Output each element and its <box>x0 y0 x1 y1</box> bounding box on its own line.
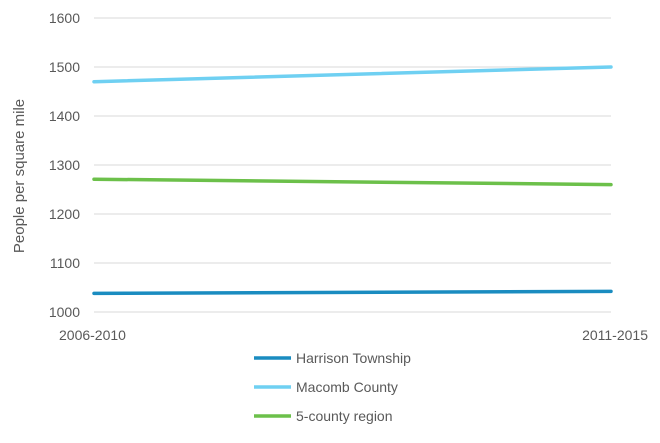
x-tick-labels: 2006-2010 2011-2015 <box>59 327 648 343</box>
y-tick-label: 1000 <box>49 304 80 320</box>
y-tick-label: 1200 <box>49 206 80 222</box>
x-tick-label: 2011-2015 <box>582 327 648 343</box>
x-tick-label: 2006-2010 <box>59 327 126 343</box>
y-tick-label: 1100 <box>50 255 80 271</box>
legend-item: Harrison Township <box>254 350 411 366</box>
legend-label: Macomb County <box>296 379 398 395</box>
legend-label: 5-county region <box>296 408 393 424</box>
gridlines <box>94 17 611 313</box>
y-tick-label: 1400 <box>49 108 80 124</box>
series-line-5-county-region <box>92 177 613 187</box>
series-lines <box>92 65 613 296</box>
legend-item: 5-county region <box>254 408 393 424</box>
y-tick-label: 1600 <box>49 10 80 26</box>
y-axis-title: People per square mile <box>11 99 28 253</box>
series-line-harrison-township <box>92 289 613 296</box>
legend: Harrison Township Macomb County 5-county r… <box>254 350 411 424</box>
y-tick-label: 1500 <box>49 59 80 75</box>
series-line-macomb-county <box>92 65 613 84</box>
y-tick-label: 1300 <box>49 157 80 173</box>
y-tick-labels: 1000 1100 1200 1300 1400 1500 1600 <box>49 10 80 320</box>
legend-label: Harrison Township <box>296 350 411 366</box>
legend-item: Macomb County <box>254 379 398 395</box>
